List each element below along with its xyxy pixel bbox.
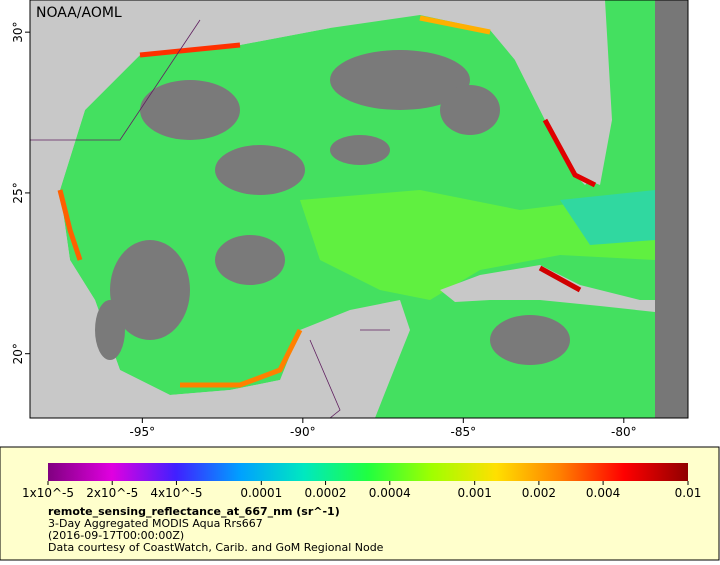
colorbar-tick-label: 0.004 (586, 486, 620, 500)
map-image (30, 0, 688, 418)
borders (30, 19, 390, 418)
colorbar-tick-label: 0.001 (457, 486, 491, 500)
no-data (655, 0, 688, 418)
colorbar-tick-label: 0.0002 (305, 486, 347, 500)
coastal-high (57, 15, 597, 388)
x-tick-label: -90° (290, 425, 316, 439)
y-tick-label: 25° (11, 182, 25, 203)
no-data (95, 50, 570, 365)
time: (2016-09-17T00:00:00Z) (48, 529, 184, 542)
ocean-data (300, 190, 655, 300)
courtesy: Data courtesy of CoastWatch, Carib. and … (48, 541, 384, 554)
colorbar-tick-label: 0.002 (522, 486, 556, 500)
land (505, 25, 605, 185)
land (30, 0, 330, 418)
x-tick-label: -80° (611, 425, 637, 439)
colorbar-tick-label: 0.0004 (369, 486, 411, 500)
x-tick-label: -85° (451, 425, 477, 439)
ocean-data (560, 190, 655, 245)
x-tick-label: -95° (130, 425, 156, 439)
colorbar-tick-label: 1x10^-5 (22, 486, 74, 500)
land (280, 300, 410, 418)
colorbar-tick-label: 2x10^-5 (86, 486, 138, 500)
land (440, 265, 655, 312)
colorbar-tick-label: 0.0001 (240, 486, 282, 500)
variable: remote_sensing_reflectance_at_667_nm (sr… (48, 505, 340, 518)
credit: NOAA/AOML (36, 5, 122, 21)
colorbar-tick-label: 0.01 (675, 486, 702, 500)
map-frame (29, 0, 689, 419)
colorbar-tick-label: 4x10^-5 (150, 486, 202, 500)
y-tick-label: 20° (11, 343, 25, 364)
y-tick-label: 30° (11, 22, 25, 43)
colorbar (48, 463, 688, 481)
dataset: 3-Day Aggregated MODIS Aqua Rrs667 (48, 517, 263, 530)
